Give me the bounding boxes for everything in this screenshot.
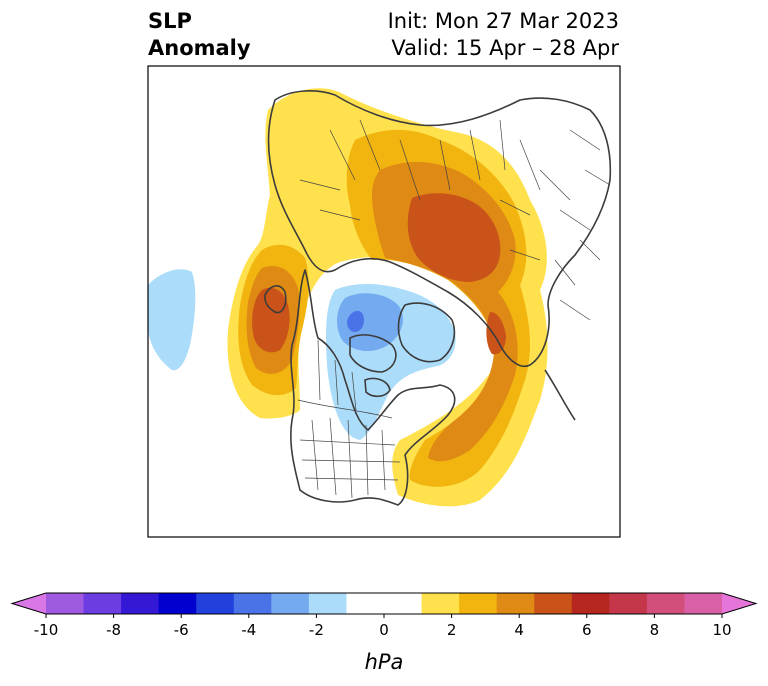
colorbar-extend-high [722,593,756,614]
colorbar-segment [196,593,235,614]
coastline-japan [264,285,287,314]
colorbar-segment [233,593,272,614]
anomaly-blue-core [347,310,364,332]
colorbar-tick-label: -10 [34,621,59,639]
colorbar-segment [121,593,160,614]
colorbar-segment [646,593,685,614]
colorbar-segment [46,593,85,614]
colorbar-segment [496,593,535,614]
coastlines [264,90,612,506]
coastline-eurasia [267,90,612,367]
colorbar-tick-label: 10 [712,621,731,639]
country-borders [297,119,611,499]
coastline-africa-hint [544,369,576,421]
colorbar-segment [271,593,310,614]
colorbar-segments [10,592,758,615]
colorbar-tick-label: 8 [650,621,660,639]
colorbar-segment [421,593,460,614]
colorbar-ticks: -10 -8 -6 -4 -2 0 2 4 6 8 10 [34,614,732,639]
colorbar-segment [571,593,610,614]
coastline-north-america [290,269,456,506]
coastline-greenland [397,302,456,363]
anomaly-light-blue-pacific [148,269,196,371]
colorbar-tick-label: 0 [379,621,389,639]
border-us-states [299,417,401,499]
valid-date-label: Valid: 15 Apr – 28 Apr [391,36,619,60]
colorbar-segment [459,593,498,614]
title-variable-line2: Anomaly [148,36,251,60]
map-title-dates: Init: Mon 27 Mar 2023 Valid: 15 Apr – 28… [388,8,619,62]
colorbar-tick-label: 6 [582,621,592,639]
colorbar-tick-label: 2 [447,621,457,639]
colorbar-tick-label: -4 [241,621,256,639]
border-eurasia-countries [299,119,611,321]
colorbar-tick-label: -6 [174,621,189,639]
colorbar-tick-label: -2 [309,621,324,639]
init-date-label: Init: Mon 27 Mar 2023 [387,9,619,33]
title-variable-line1: SLP [148,9,192,33]
colorbar-segment [684,593,723,614]
coastline-canadian-archipelago [349,334,397,398]
map-content [148,66,620,537]
anomaly-red-orange-pacific [252,287,290,353]
anomaly-red-orange-siberia [407,193,501,282]
colorbar-segment [158,593,197,614]
colorbar-segment [308,593,347,614]
colorbar-segment [346,593,385,614]
colorbar-tick-label: 4 [514,621,524,639]
colorbar-unit-label: hPa [365,650,404,674]
colorbar-segment [384,593,423,614]
border-canada-provinces [317,339,357,411]
colorbar-segment [83,593,122,614]
colorbar-segment [534,593,573,614]
colorbar-extend-low [12,593,46,614]
map-frame [147,65,621,538]
colorbar-tick-label: -8 [106,621,121,639]
anomaly-red-orange-europe [486,312,506,355]
map-title-variable: SLP Anomaly [148,8,251,62]
colorbar-segment [609,593,648,614]
border-canada-us [297,399,393,419]
